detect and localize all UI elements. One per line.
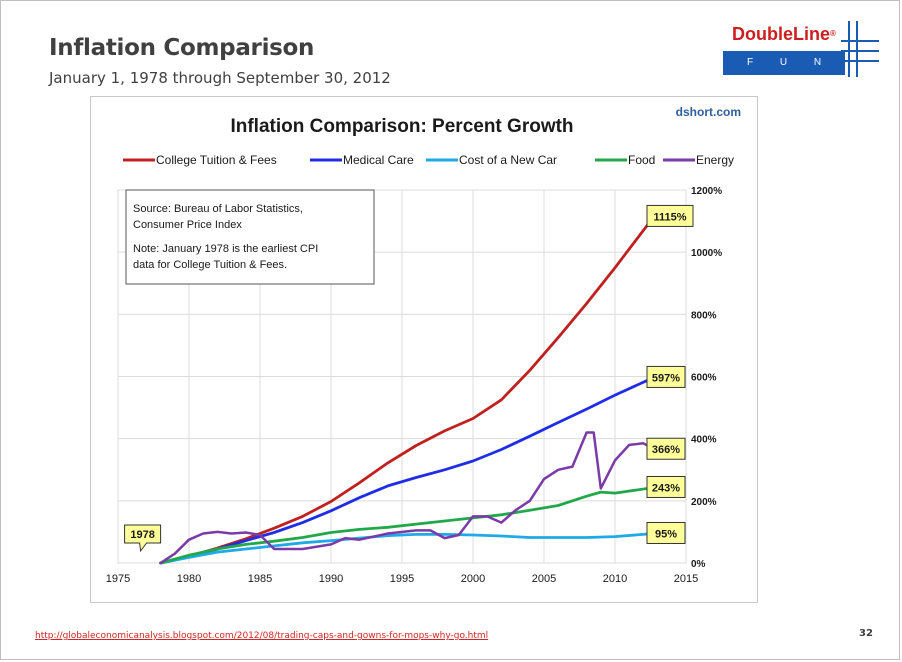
- doubleline-logo: DoubleLine® F U N D S: [723, 21, 883, 92]
- y-tick-label: 1200%: [691, 186, 722, 197]
- slide-title: Inflation Comparison: [49, 35, 315, 61]
- x-tick-label: 1975: [106, 573, 130, 585]
- series-line: [159, 532, 656, 565]
- y-tick-label: 600%: [691, 373, 717, 384]
- end-label-box: [646, 437, 686, 460]
- legend-label: Cost of a New Car: [459, 153, 557, 167]
- logo-registered: ®: [830, 29, 836, 38]
- end-label: 597%: [652, 372, 680, 384]
- slide-subtitle: January 1, 1978 through September 30, 20…: [49, 69, 391, 87]
- end-label: 1115%: [653, 211, 686, 223]
- end-label: 243%: [652, 482, 680, 494]
- legend-label: Food: [628, 153, 655, 167]
- source-note-line: Note: January 1978 is the earliest CPI: [133, 243, 318, 255]
- x-tick-label: 1995: [390, 573, 414, 585]
- y-tick-label: 0%: [691, 559, 706, 570]
- y-tick-label: 200%: [691, 497, 717, 508]
- x-tick-label: 2000: [461, 573, 485, 585]
- source-link[interactable]: http://globaleconomicanalysis.blogspot.c…: [35, 631, 489, 641]
- y-tick-label: 1000%: [691, 248, 722, 259]
- x-tick-label: 1990: [319, 573, 343, 585]
- x-tick-label: 2010: [603, 573, 627, 585]
- x-tick-label: 2005: [532, 573, 556, 585]
- y-tick-label: 800%: [691, 310, 717, 321]
- logo-name: DoubleLine: [732, 24, 831, 44]
- y-tick-label: 400%: [691, 435, 717, 446]
- chart-title: Inflation Comparison: Percent Growth: [230, 116, 573, 137]
- x-tick-label: 2015: [674, 573, 698, 585]
- end-label-box: [646, 204, 694, 227]
- logo-grid-icon: [841, 21, 879, 77]
- source-note-line: Consumer Price Index: [133, 219, 242, 231]
- end-label: 366%: [652, 444, 680, 456]
- series-line: [159, 431, 656, 565]
- page-number: 32: [859, 628, 873, 639]
- source-note-line: data for College Tuition & Fees.: [133, 259, 287, 271]
- end-label-box: [646, 365, 686, 388]
- chart-panel: Inflation Comparison: Percent Growth dsho…: [90, 96, 758, 603]
- end-label-box: [646, 475, 686, 498]
- x-tick-label: 1980: [177, 573, 201, 585]
- end-label: 95%: [655, 528, 677, 540]
- start-label-box: [124, 524, 162, 553]
- series-line: [159, 215, 656, 565]
- inflation-chart: Inflation Comparison: Percent Growth dsho…: [106, 105, 741, 585]
- legend-label: College Tuition & Fees: [156, 153, 277, 167]
- logo-tagline: F U N D S: [723, 51, 845, 92]
- logo-wordmark: DoubleLine®: [723, 21, 845, 47]
- series-line: [159, 375, 656, 565]
- legend-label: Energy: [696, 153, 734, 167]
- source-note-line: Source: Bureau of Labor Statistics,: [133, 203, 303, 215]
- start-label: 1978: [130, 529, 154, 541]
- source-note-box: [125, 189, 375, 285]
- chart-watermark: dshort.com: [676, 105, 741, 119]
- x-tick-label: 1985: [248, 573, 272, 585]
- series-line: [159, 486, 656, 565]
- legend-label: Medical Care: [343, 153, 414, 167]
- end-label-box: [646, 521, 686, 544]
